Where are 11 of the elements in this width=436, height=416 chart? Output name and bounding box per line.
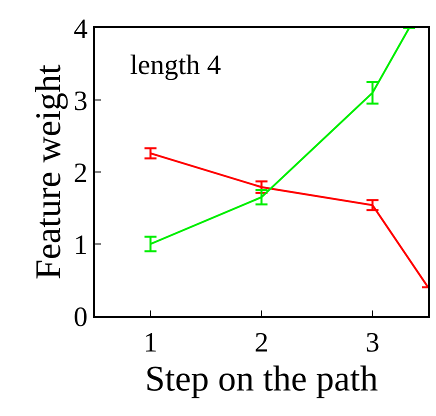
x-tick-label: 1	[144, 327, 158, 358]
x-tick-label: 2	[254, 327, 268, 358]
y-tick-label: 0	[74, 302, 88, 333]
y-tick-label: 3	[74, 86, 88, 117]
y-axis-title: Feature weight	[28, 64, 68, 280]
y-tick-label: 1	[74, 230, 88, 261]
x-axis-title: Step on the path	[145, 358, 378, 398]
x-tick-label: 3	[366, 327, 380, 358]
y-tick-label: 2	[74, 158, 88, 189]
annotation: length 4	[130, 50, 221, 81]
y-tick-label: 4	[74, 14, 88, 45]
